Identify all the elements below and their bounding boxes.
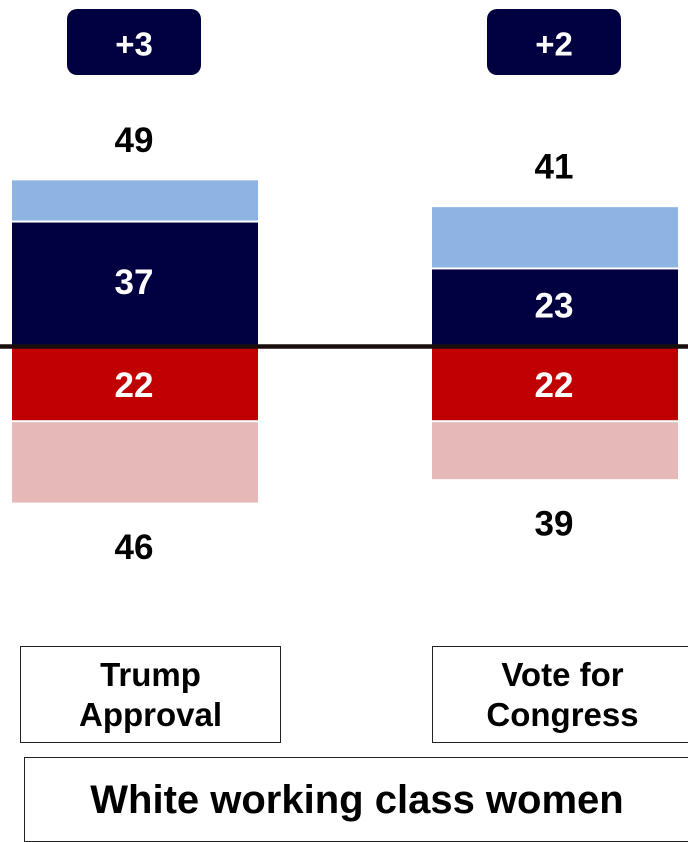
data-label-strong-negative: 22 <box>535 366 574 405</box>
data-label-strong-positive: 37 <box>115 263 154 302</box>
bar-weak-negative <box>12 422 258 503</box>
bar-strong-positive <box>432 269 678 347</box>
chart-footer: White working class women <box>24 757 688 842</box>
bar-weak-negative <box>432 422 678 480</box>
category-label-trump-approval: Trump Approval <box>20 646 281 743</box>
bar-weak-positive <box>12 180 258 221</box>
badges-layer: +3 +2 <box>67 9 621 75</box>
bar-strong-negative <box>432 346 678 421</box>
margin-badge <box>487 9 621 75</box>
total-positive-label: 49 <box>115 121 154 160</box>
bar-strong-negative <box>12 346 258 421</box>
footer-text: White working class women <box>90 778 624 822</box>
total-negative-label: 46 <box>115 528 154 567</box>
total-positive-label: 41 <box>535 148 574 187</box>
data-label-strong-negative: 22 <box>115 366 154 405</box>
margin-badge-label: +2 <box>535 26 573 63</box>
bars-layer <box>12 180 678 503</box>
total-negative-label: 39 <box>535 505 574 544</box>
margin-badge-label: +3 <box>115 26 153 63</box>
bar-strong-positive <box>12 222 258 347</box>
labels-layer: 37 22 49 46 23 22 41 39 <box>115 121 574 567</box>
data-label-strong-positive: 23 <box>535 286 574 325</box>
category-label-vote-for-congress: Vote for Congress <box>432 646 688 743</box>
bar-weak-positive <box>432 207 678 268</box>
margin-badge <box>67 9 201 75</box>
